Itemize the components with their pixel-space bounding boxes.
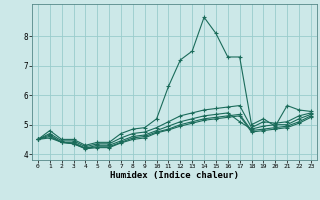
- X-axis label: Humidex (Indice chaleur): Humidex (Indice chaleur): [110, 171, 239, 180]
